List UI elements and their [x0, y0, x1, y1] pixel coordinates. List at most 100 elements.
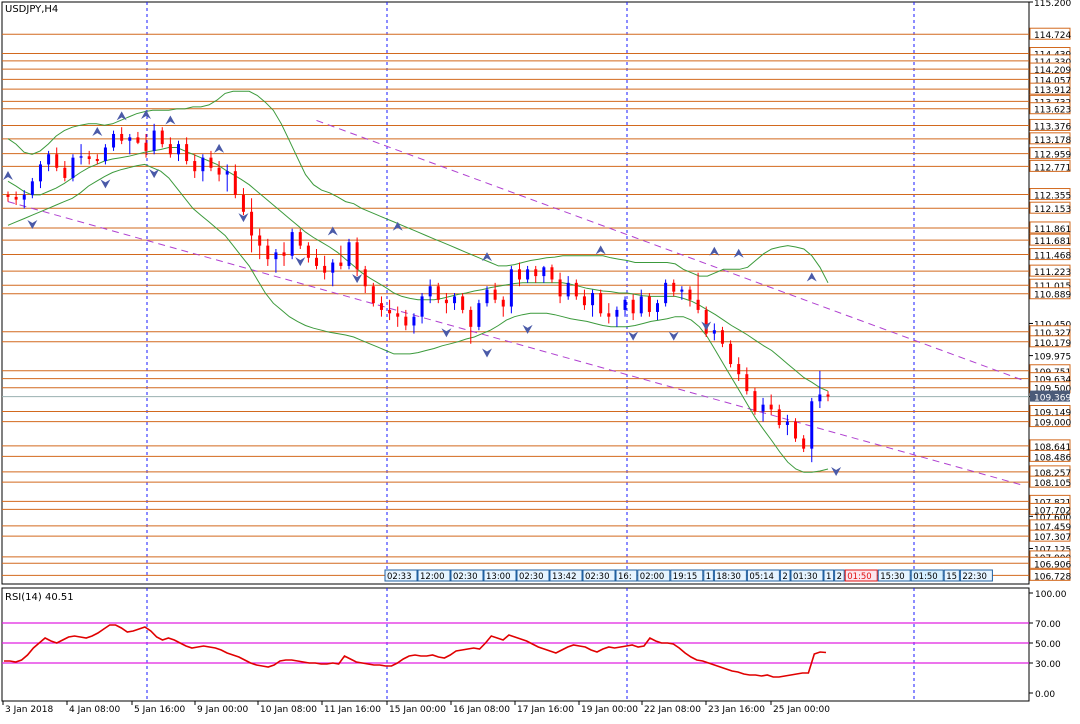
fractal-down-7 [482, 348, 493, 358]
fractal-up-1 [92, 126, 103, 136]
y-axis-label-26: 109.634 [1034, 376, 1071, 386]
main-plot-frame [1, 1, 1030, 585]
channel-line-lower [7, 201, 1026, 487]
fractal-down-3 [238, 213, 249, 223]
candle-body-55 [453, 296, 457, 304]
y-axis-label-23: 110.179 [1034, 339, 1071, 349]
fractal-down-2 [149, 169, 160, 179]
time-label-0: 02:33 [387, 572, 412, 582]
time-label-box-6 [582, 569, 616, 582]
candle-body-35 [290, 232, 294, 256]
y-axis-label-32: 108.486 [1034, 453, 1071, 463]
candle-body-88 [720, 330, 724, 344]
time-label-9: 19:15 [673, 572, 698, 582]
time-label-box-4 [516, 569, 550, 582]
y-axis-label-43: 106.728 [1034, 572, 1071, 582]
fractal-up-0 [3, 170, 13, 180]
x-axis-label-11: 23 Jan 16:00 [708, 705, 765, 715]
y-axis-label-8: 113.623 [1034, 106, 1071, 116]
y-axis-label-0: 115.200 [1034, 0, 1071, 9]
candle-body-6 [55, 154, 59, 168]
candle-body-59 [485, 289, 489, 304]
fractal-up-10 [709, 246, 720, 256]
candle-body-38 [315, 257, 319, 266]
price-label-box-18 [1029, 264, 1071, 277]
time-label-7: 16: [618, 572, 632, 582]
candle-body-94 [769, 404, 773, 410]
candle-body-68 [558, 279, 562, 297]
price-label-box-13 [1029, 188, 1071, 201]
fractal-up-7 [392, 221, 403, 231]
candle-body-46 [379, 303, 383, 310]
time-label-box-19 [910, 569, 944, 582]
current-price-box [1030, 390, 1070, 402]
candle-body-81 [664, 282, 668, 304]
fractal-up-5 [214, 143, 225, 153]
x-axis-label-1: 4 Jan 08:00 [69, 705, 121, 715]
time-label-box-0 [384, 569, 418, 582]
candle-body-56 [461, 296, 465, 310]
time-label-18: 15:30 [880, 572, 905, 582]
y-axis-label-31: 108.641 [1034, 443, 1071, 453]
time-label-box-14 [790, 569, 824, 582]
candle-body-9 [79, 156, 83, 158]
price-label-box-6 [1029, 82, 1071, 95]
candle-body-70 [574, 282, 578, 297]
y-axis-label-22: 110.327 [1034, 329, 1071, 339]
y-axis-label-1: 114.724 [1034, 31, 1071, 41]
candle-body-69 [566, 282, 570, 297]
band-lower [7, 163, 829, 473]
candle-body-76 [623, 299, 627, 310]
candle-body-63 [517, 269, 521, 280]
candle-body-12 [103, 147, 107, 162]
time-label-2: 02:30 [453, 572, 478, 582]
x-axis-label-3: 9 Jan 00:00 [197, 705, 249, 715]
x-axis-label-12: 25 Jan 00:00 [773, 705, 830, 715]
x-axis-label-2: 5 Jan 16:00 [134, 705, 186, 715]
fractal-down-8 [522, 324, 533, 334]
y-axis-label-12: 112.771 [1034, 163, 1071, 173]
time-label-box-8 [637, 569, 671, 582]
rsi-y-label-3: 30.00 [1035, 660, 1061, 670]
time-label-box-9 [670, 569, 704, 582]
candle-body-8 [71, 157, 75, 178]
time-label-box-1 [417, 569, 451, 582]
rsi-y-label-1: 70.00 [1035, 620, 1061, 630]
x-axis-label-8: 17 Jan 16:00 [517, 705, 574, 715]
candle-body-77 [631, 299, 635, 314]
time-label-box-16 [834, 569, 845, 582]
fractal-down-10 [668, 331, 679, 341]
candle-body-30 [250, 211, 254, 236]
time-label-box-13 [779, 569, 791, 582]
candle-body-52 [428, 286, 432, 297]
candle-body-91 [745, 374, 749, 392]
price-label-box-17 [1029, 248, 1071, 261]
candle-body-73 [599, 293, 603, 314]
candle-body-25 [209, 157, 213, 168]
candle-body-96 [785, 421, 789, 425]
candle-body-4 [38, 164, 42, 182]
candle-body-98 [802, 438, 806, 449]
time-label-box-15 [823, 569, 835, 582]
candle-body-16 [136, 137, 140, 143]
candle-body-60 [493, 289, 497, 300]
candle-body-47 [388, 309, 392, 314]
y-axis-label-5: 114.057 [1034, 76, 1071, 86]
y-axis-label-17: 111.468 [1034, 252, 1071, 262]
candle-body-62 [509, 269, 513, 307]
time-label-box-5 [549, 569, 583, 582]
chart-title: USDJPY,H4 [5, 4, 58, 15]
rsi-y-label-2: 50.00 [1035, 640, 1061, 650]
time-label-box-10 [703, 569, 714, 582]
candle-body-74 [607, 313, 611, 317]
y-axis-label-33: 108.257 [1034, 469, 1071, 479]
price-label-box-9 [1029, 118, 1071, 131]
time-label-5: 13:42 [552, 572, 577, 582]
price-label-box-43 [1029, 568, 1071, 581]
candle-body-90 [737, 364, 741, 375]
candle-body-44 [363, 269, 367, 287]
time-label-box-3 [483, 569, 517, 582]
time-label-box-17 [844, 569, 878, 582]
time-label-box-11 [713, 569, 747, 582]
